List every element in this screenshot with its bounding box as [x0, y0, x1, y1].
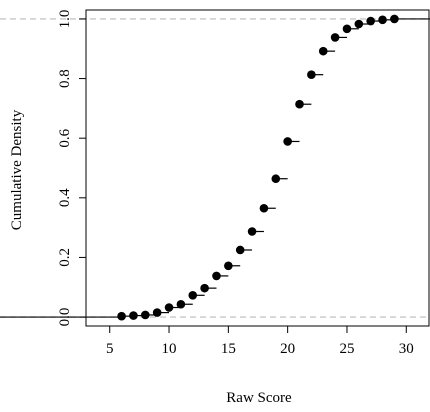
y-tick-label: 0.8	[57, 69, 73, 88]
data-point	[188, 290, 198, 300]
y-tick-label: 1.0	[57, 10, 73, 29]
x-tick-label: 10	[162, 341, 177, 357]
y-axis-label: Cumulative Density	[9, 109, 25, 230]
data-point	[390, 14, 399, 24]
x-tick-label: 15	[221, 341, 236, 357]
x-axis: 5 10 15 20 25 30	[106, 326, 414, 357]
data-point	[271, 174, 281, 184]
x-tick-label: 5	[106, 341, 114, 357]
data-point	[342, 24, 352, 34]
x-tick-label: 30	[399, 341, 414, 357]
data-point	[378, 15, 387, 25]
data-point	[176, 299, 186, 309]
x-tick-label: 25	[339, 341, 354, 357]
data-point	[212, 271, 221, 281]
x-axis-label: Raw Score	[226, 390, 292, 406]
y-axis: 0.0 0.2 0.4 0.6 0.8 1.0	[57, 10, 86, 327]
data-point	[330, 33, 340, 42]
data-point	[318, 46, 328, 56]
x-tick-label: 20	[280, 341, 295, 357]
plot-frame	[85, 9, 430, 327]
data-point	[295, 99, 304, 109]
data-point	[141, 310, 150, 320]
data-point	[247, 227, 257, 236]
data-point	[152, 308, 162, 317]
data-point	[366, 16, 375, 26]
data-point	[224, 261, 233, 271]
data-points	[117, 14, 399, 321]
data-point	[259, 203, 269, 213]
y-tick-label: 0.4	[57, 188, 73, 207]
data-point	[283, 137, 292, 146]
data-point	[307, 70, 316, 79]
data-point	[129, 311, 138, 320]
y-tick-label: 0.2	[57, 248, 73, 267]
y-tick-label: 0.6	[57, 128, 73, 147]
data-point	[164, 303, 174, 312]
data-point	[117, 311, 126, 321]
data-point	[235, 245, 245, 255]
data-point	[200, 283, 209, 293]
y-tick-label: 0.0	[57, 308, 73, 327]
data-point	[354, 19, 364, 29]
